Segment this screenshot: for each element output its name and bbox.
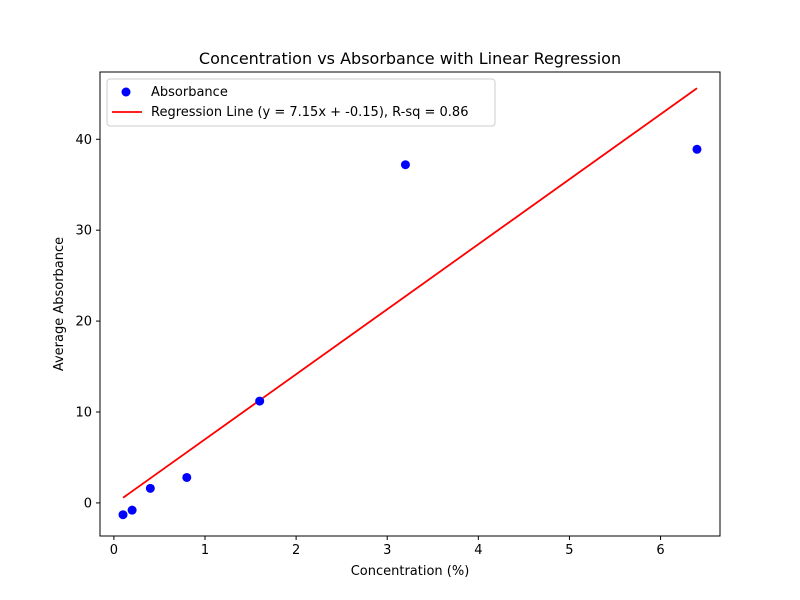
legend: Absorbance Regression Line (y = 7.15x + … bbox=[106, 78, 496, 127]
data-point bbox=[127, 505, 137, 515]
regression-line bbox=[122, 87, 698, 499]
x-tick-label: 5 bbox=[565, 543, 573, 558]
x-tick-label: 0 bbox=[110, 543, 118, 558]
data-point bbox=[182, 472, 192, 482]
plot-area bbox=[100, 72, 720, 536]
y-tick-label: 0 bbox=[84, 496, 92, 511]
legend-label-absorbance: Absorbance bbox=[151, 85, 228, 100]
data-point bbox=[692, 144, 702, 154]
legend-marker-absorbance bbox=[121, 87, 131, 97]
legend-box bbox=[106, 78, 496, 127]
y-tick-label: 10 bbox=[75, 406, 92, 421]
chart-title: Concentration vs Absorbance with Linear … bbox=[199, 49, 621, 68]
y-tick-label: 30 bbox=[75, 224, 92, 239]
x-tick-label: 3 bbox=[383, 543, 391, 558]
x-tick-label: 6 bbox=[656, 543, 664, 558]
plot-layer bbox=[118, 87, 702, 520]
y-tick-label: 40 bbox=[75, 133, 92, 148]
x-tick-label: 2 bbox=[292, 543, 300, 558]
legend-label-regression: Regression Line (y = 7.15x + -0.15), R-s… bbox=[151, 105, 468, 120]
axes-frame bbox=[99, 71, 721, 537]
data-point bbox=[145, 483, 155, 493]
data-point bbox=[400, 160, 410, 170]
axes-layer: 0 1 2 3 4 5 6 0 10 20 30 40 bbox=[75, 71, 721, 558]
x-tick-label: 4 bbox=[474, 543, 482, 558]
y-axis-label: Average Absorbance bbox=[52, 237, 67, 371]
x-tick-label: 1 bbox=[201, 543, 209, 558]
data-point bbox=[255, 396, 265, 406]
data-point bbox=[118, 510, 128, 520]
x-axis-label: Concentration (%) bbox=[351, 564, 470, 579]
y-tick-label: 20 bbox=[75, 315, 92, 330]
